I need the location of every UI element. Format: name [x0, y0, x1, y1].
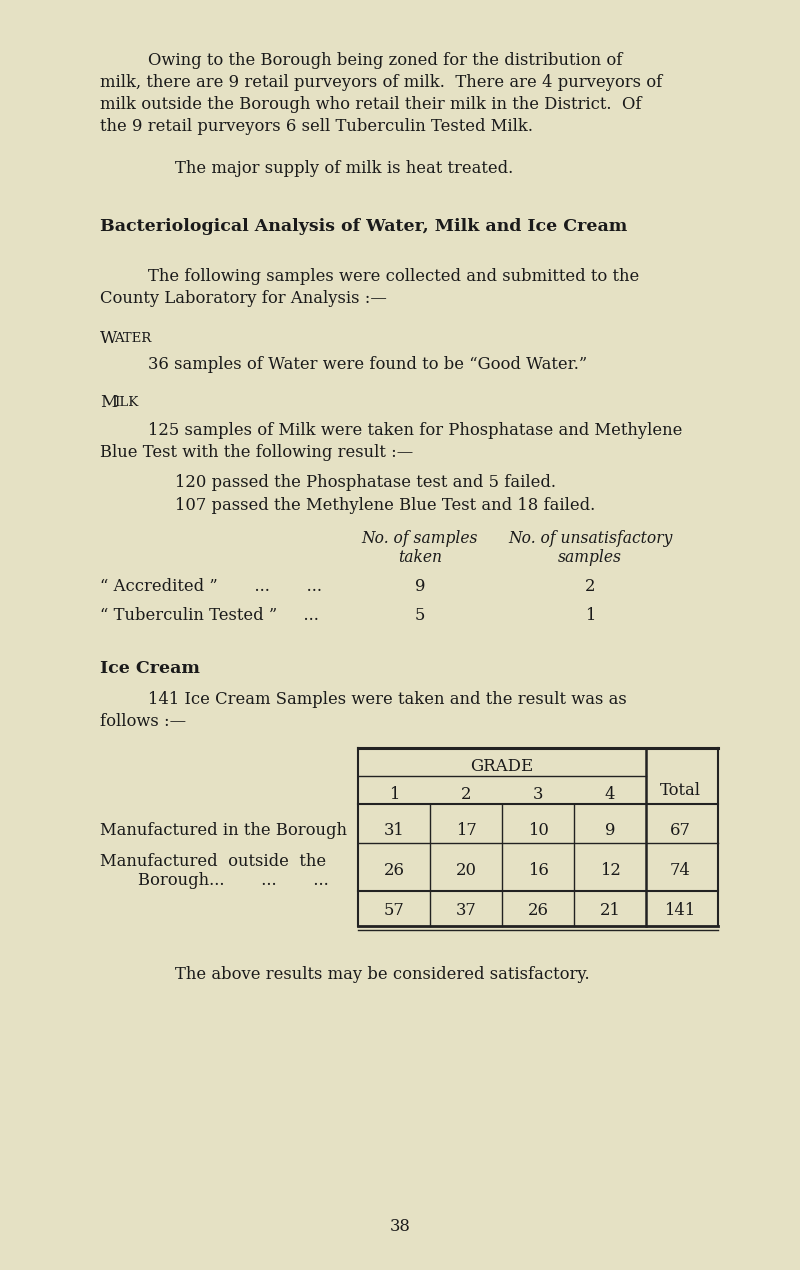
Text: Total: Total	[659, 782, 701, 799]
Text: ATER: ATER	[114, 331, 151, 345]
Text: 3: 3	[533, 786, 543, 803]
Text: 67: 67	[670, 822, 690, 839]
Text: 21: 21	[599, 902, 621, 919]
Text: Borough...       ...       ...: Borough... ... ...	[138, 872, 329, 889]
Text: The major supply of milk is heat treated.: The major supply of milk is heat treated…	[175, 160, 514, 177]
Text: 38: 38	[390, 1218, 410, 1234]
Text: 10: 10	[527, 822, 549, 839]
Text: The above results may be considered satisfactory.: The above results may be considered sati…	[175, 966, 590, 983]
Text: 57: 57	[384, 902, 404, 919]
Text: 125 samples of Milk were taken for Phosphatase and Methylene: 125 samples of Milk were taken for Phosp…	[148, 422, 682, 439]
Text: Ice Cream: Ice Cream	[100, 660, 200, 677]
Text: 107 passed the Methylene Blue Test and 18 failed.: 107 passed the Methylene Blue Test and 1…	[175, 497, 595, 514]
Text: 74: 74	[670, 862, 690, 879]
Text: Blue Test with the following result :—: Blue Test with the following result :—	[100, 444, 414, 461]
Text: No. of samples: No. of samples	[362, 530, 478, 547]
Text: milk outside the Borough who retail their milk in the District.  Of: milk outside the Borough who retail thei…	[100, 97, 642, 113]
Text: GRADE: GRADE	[470, 758, 534, 775]
Text: “ Tuberculin Tested ”     ...: “ Tuberculin Tested ” ...	[100, 607, 319, 624]
Text: W: W	[100, 330, 118, 347]
Text: 141 Ice Cream Samples were taken and the result was as: 141 Ice Cream Samples were taken and the…	[148, 691, 626, 707]
Text: 9: 9	[414, 578, 426, 596]
Text: “ Accredited ”       ...       ...: “ Accredited ” ... ...	[100, 578, 322, 596]
Text: 26: 26	[383, 862, 405, 879]
Text: 141: 141	[664, 902, 696, 919]
Text: samples: samples	[558, 549, 622, 566]
Text: Owing to the Borough being zoned for the distribution of: Owing to the Borough being zoned for the…	[148, 52, 622, 69]
Text: 4: 4	[605, 786, 615, 803]
Text: 20: 20	[455, 862, 477, 879]
Text: 2: 2	[585, 578, 595, 596]
Text: Manufactured  outside  the: Manufactured outside the	[100, 853, 326, 870]
Text: County Laboratory for Analysis :—: County Laboratory for Analysis :—	[100, 290, 387, 307]
Text: the 9 retail purveyors 6 sell Tuberculin Tested Milk.: the 9 retail purveyors 6 sell Tuberculin…	[100, 118, 533, 135]
Text: milk, there are 9 retail purveyors of milk.  There are 4 purveyors of: milk, there are 9 retail purveyors of mi…	[100, 74, 662, 91]
Text: 5: 5	[415, 607, 425, 624]
Text: Bacteriological Analysis of Water, Milk and Ice Cream: Bacteriological Analysis of Water, Milk …	[100, 218, 627, 235]
Text: 1: 1	[389, 786, 399, 803]
Text: 17: 17	[456, 822, 476, 839]
Text: 26: 26	[527, 902, 549, 919]
Text: ILK: ILK	[114, 396, 138, 409]
Text: M: M	[100, 394, 118, 411]
Text: 2: 2	[461, 786, 471, 803]
Text: No. of unsatisfactory: No. of unsatisfactory	[508, 530, 672, 547]
Text: 120 passed the Phosphatase test and 5 failed.: 120 passed the Phosphatase test and 5 fa…	[175, 474, 556, 491]
Text: The following samples were collected and submitted to the: The following samples were collected and…	[148, 268, 639, 284]
Text: 37: 37	[456, 902, 476, 919]
Text: 31: 31	[384, 822, 404, 839]
Text: 36 samples of Water were found to be “Good Water.”: 36 samples of Water were found to be “Go…	[148, 356, 587, 373]
Text: follows :—: follows :—	[100, 712, 186, 730]
Text: 12: 12	[599, 862, 621, 879]
Text: 9: 9	[605, 822, 615, 839]
Text: 16: 16	[527, 862, 549, 879]
Text: Manufactured in the Borough: Manufactured in the Borough	[100, 822, 347, 839]
Text: taken: taken	[398, 549, 442, 566]
Text: 1: 1	[585, 607, 595, 624]
